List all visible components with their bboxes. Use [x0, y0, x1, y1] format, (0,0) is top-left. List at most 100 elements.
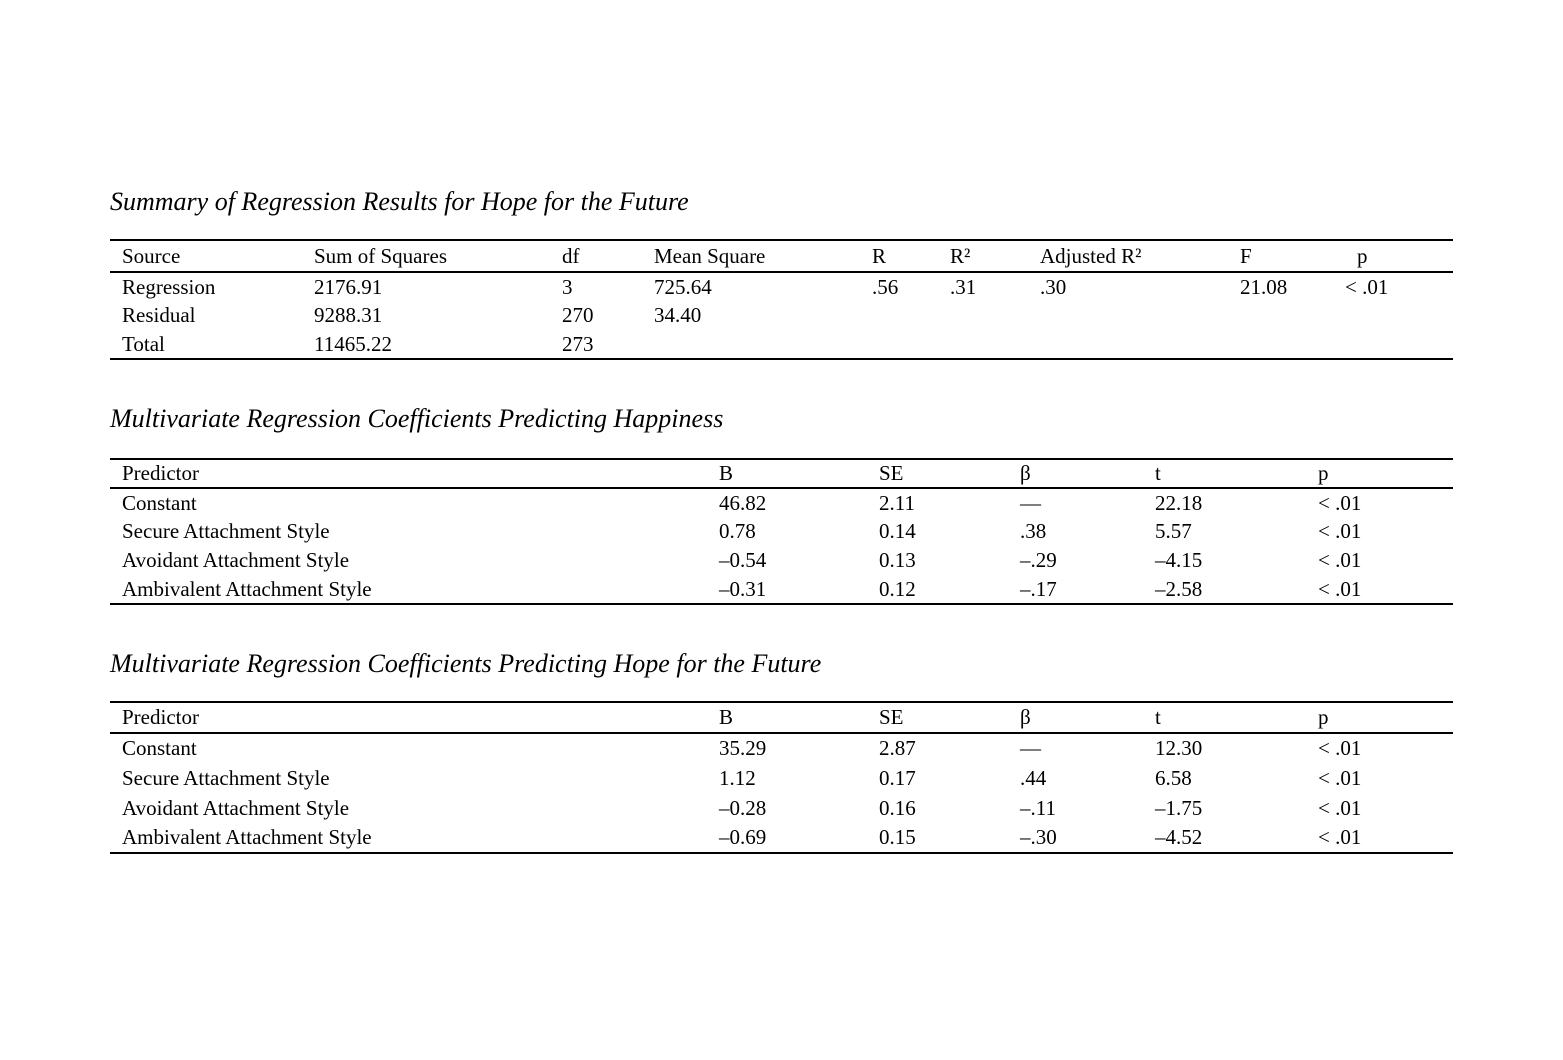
cell: 0.14 — [879, 519, 916, 543]
cell: < .01 — [1318, 519, 1362, 543]
table-row-regression: Regression 2176.91 3 725.64 .56 .31 .30 … — [110, 272, 1453, 301]
cell — [938, 330, 1028, 359]
table-row-constant: Constant 35.29 2.87 — 12.30 < .01 — [110, 733, 1453, 763]
col-header-t: t — [1155, 461, 1161, 485]
table-row-ambivalent: Ambivalent Attachment Style –0.69 0.15 –… — [110, 823, 1453, 853]
table-row-secure: Secure Attachment Style 0.78 0.14 .38 5.… — [110, 517, 1453, 546]
cell: Avoidant Attachment Style — [122, 795, 350, 820]
col-header-p: p — [1318, 705, 1329, 729]
col-header-predictor: Predictor — [122, 461, 199, 485]
col-header-source: Source — [122, 243, 181, 268]
cell: .44 — [1020, 765, 1047, 790]
header-row: Predictor B SE β t p — [110, 459, 1453, 488]
col-header-b: B — [719, 461, 734, 485]
cell: < .01 — [1318, 548, 1362, 572]
col-header-adjusted-r-squared: Adjusted R² — [1040, 243, 1142, 268]
cell: < .01 — [1345, 274, 1389, 299]
cell: — — [1020, 490, 1041, 515]
cell: –0.31 — [719, 576, 767, 601]
cell — [1028, 301, 1228, 330]
cell: 270 — [562, 303, 594, 327]
cell: –.11 — [1020, 795, 1056, 820]
header-row: Predictor B SE β t p — [110, 702, 1453, 733]
cell: < .01 — [1318, 490, 1362, 515]
cell — [1345, 330, 1453, 359]
cell: 2.87 — [879, 736, 916, 760]
cell: Secure Attachment Style — [122, 519, 330, 543]
col-header-t: t — [1155, 705, 1161, 729]
cell: –4.15 — [1155, 548, 1203, 572]
cell: .31 — [950, 274, 977, 299]
cell: 0.13 — [879, 548, 916, 572]
cell: Ambivalent Attachment Style — [122, 576, 372, 601]
cell: < .01 — [1318, 825, 1362, 849]
col-header-df: df — [562, 243, 580, 268]
col-header-mean-square: Mean Square — [654, 243, 766, 268]
cell: Avoidant Attachment Style — [122, 548, 350, 572]
cell: 21.08 — [1240, 274, 1288, 299]
cell: 0.15 — [879, 825, 916, 849]
cell: –2.58 — [1155, 576, 1203, 601]
cell: –.29 — [1020, 548, 1057, 572]
cell: .56 — [872, 274, 899, 299]
cell: Secure Attachment Style — [122, 765, 330, 790]
table-row-residual: Residual 9288.31 270 34.40 — [110, 301, 1453, 330]
col-header-predictor: Predictor — [122, 705, 199, 729]
cell: –1.75 — [1155, 795, 1203, 820]
cell: Residual — [122, 303, 196, 327]
cell: 34.40 — [654, 303, 702, 327]
col-header-beta: β — [1020, 705, 1031, 729]
cell — [1345, 301, 1453, 330]
cell: Ambivalent Attachment Style — [122, 825, 372, 849]
cell: < .01 — [1318, 765, 1362, 790]
cell — [642, 330, 860, 359]
table-row-constant: Constant 46.82 2.11 — 22.18 < .01 — [110, 488, 1453, 517]
col-header-sum-of-squares: Sum of Squares — [314, 243, 447, 268]
cell: –.30 — [1020, 825, 1057, 849]
cell — [1228, 301, 1345, 330]
table-row-avoidant: Avoidant Attachment Style –0.54 0.13 –.2… — [110, 546, 1453, 575]
col-header-p: p — [1318, 461, 1329, 485]
cell: 1.12 — [719, 765, 756, 790]
col-header-p: p — [1357, 243, 1368, 268]
regression-summary-table: Source Sum of Squares df Mean Square R R… — [110, 239, 1453, 360]
happiness-coefficients-table: Predictor B SE β t p Constant 46.82 2.11… — [110, 458, 1453, 605]
cell: < .01 — [1318, 795, 1362, 820]
cell: < .01 — [1318, 576, 1362, 601]
cell: 2176.91 — [314, 274, 383, 299]
cell: Regression — [122, 274, 216, 299]
col-header-f: F — [1240, 243, 1252, 268]
cell: –4.52 — [1155, 825, 1203, 849]
cell: 5.57 — [1155, 519, 1192, 543]
cell: .38 — [1020, 519, 1047, 543]
cell: 0.78 — [719, 519, 756, 543]
cell: 22.18 — [1155, 490, 1203, 515]
cell: 273 — [562, 331, 594, 356]
cell — [1028, 330, 1228, 359]
table-title-happiness-coefficients: Multivariate Regression Coefficients Pre… — [110, 404, 724, 433]
col-header-se: SE — [879, 461, 904, 485]
table-row-secure: Secure Attachment Style 1.12 0.17 .44 6.… — [110, 763, 1453, 793]
cell: — — [1020, 736, 1041, 760]
cell: Constant — [122, 490, 197, 515]
cell: Constant — [122, 736, 197, 760]
cell: 725.64 — [654, 274, 712, 299]
table-title-hope-coefficients: Multivariate Regression Coefficients Pre… — [110, 649, 822, 678]
cell — [860, 330, 938, 359]
cell: 11465.22 — [314, 331, 392, 356]
col-header-r-squared: R² — [950, 243, 971, 268]
table-title-regression-summary: Summary of Regression Results for Hope f… — [110, 187, 689, 216]
cell: 0.16 — [879, 795, 916, 820]
cell: Total — [122, 331, 165, 356]
cell: 0.17 — [879, 765, 916, 790]
col-header-b: B — [719, 705, 734, 729]
cell — [860, 301, 938, 330]
cell: 2.11 — [879, 490, 915, 515]
col-header-r: R — [872, 243, 887, 268]
cell: 9288.31 — [314, 303, 383, 327]
cell: 12.30 — [1155, 736, 1203, 760]
cell: .30 — [1040, 274, 1067, 299]
cell — [1228, 330, 1345, 359]
cell — [938, 301, 1028, 330]
